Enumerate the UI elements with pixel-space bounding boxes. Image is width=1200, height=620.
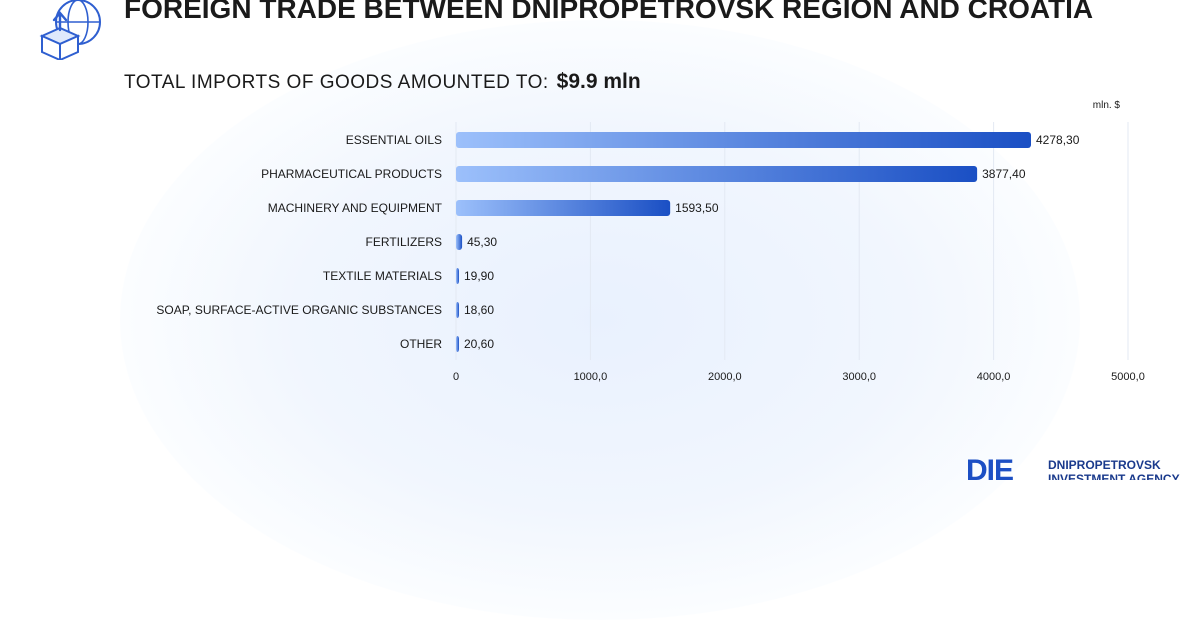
chart-subtitle: TOTAL IMPORTS OF GOODS AMOUNTED TO: $9.9 … — [124, 70, 641, 94]
bar-layer — [456, 132, 1032, 352]
value-label: 4278,30 — [1036, 133, 1080, 147]
bar — [456, 234, 463, 250]
subtitle-value: $9.9 mln — [556, 70, 641, 93]
logo-text-line1: DNIPROPETROVSK — [1048, 458, 1161, 472]
bar — [456, 166, 978, 182]
bar-chart: 0 1000,0 2000,0 3000,0 4000,0 5000,0 ESSENTIAL… — [156, 100, 1144, 383]
chart-title: FOREIGN TRADE BETWEEN DNIPROPETROVSK REG… — [124, 0, 1094, 24]
value-label: 19,90 — [464, 269, 494, 283]
category-label: PHARMACEUTICAL PRODUCTS — [261, 167, 442, 181]
category-label: MACHINERY AND EQUIPMENT — [268, 201, 443, 215]
category-label: ESSENTIAL OILS — [346, 133, 442, 147]
logo-text: DNIPROPETROVSK INVESTMENT AGENCY — [1048, 458, 1180, 480]
x-tick-label: 0 — [453, 371, 459, 383]
unit-label: mln. $ — [1093, 100, 1121, 111]
value-label: 1593,50 — [675, 201, 719, 215]
bar — [456, 336, 459, 352]
value-label: 45,30 — [467, 235, 497, 249]
value-label: 20,60 — [464, 337, 494, 351]
x-tick-label: 5000,0 — [1111, 371, 1145, 383]
label-layer: 0 1000,0 2000,0 3000,0 4000,0 5000,0 ESSENTIAL… — [156, 133, 1144, 383]
category-label: OTHER — [400, 337, 442, 351]
value-label: 3877,40 — [982, 167, 1026, 181]
bar — [456, 200, 671, 216]
category-label: FERTILIZERS — [366, 235, 442, 249]
logo-mark: DIE — [966, 454, 1014, 481]
x-tick-label: 1000,0 — [574, 371, 608, 383]
agency-logo: DIE DNIPROPETROVSK INVESTMENT AGENCY — [966, 452, 1200, 481]
category-label: SOAP, SURFACE-ACTIVE ORGANIC SUBSTANCES — [156, 303, 442, 317]
bar — [456, 132, 1032, 148]
import-box-globe-icon — [39, 0, 101, 60]
bar — [456, 268, 459, 284]
logo-text-line2: INVESTMENT AGENCY — [1048, 472, 1180, 480]
grid-layer — [455, 122, 1129, 360]
x-tick-label: 2000,0 — [708, 371, 742, 383]
subtitle-label: TOTAL IMPORTS OF GOODS AMOUNTED TO: — [124, 72, 549, 93]
value-label: 18,60 — [464, 303, 494, 317]
bar — [456, 302, 459, 318]
category-label: TEXTILE MATERIALS — [323, 269, 442, 283]
x-tick-label: 3000,0 — [842, 371, 876, 383]
x-tick-label: 4000,0 — [977, 371, 1011, 383]
